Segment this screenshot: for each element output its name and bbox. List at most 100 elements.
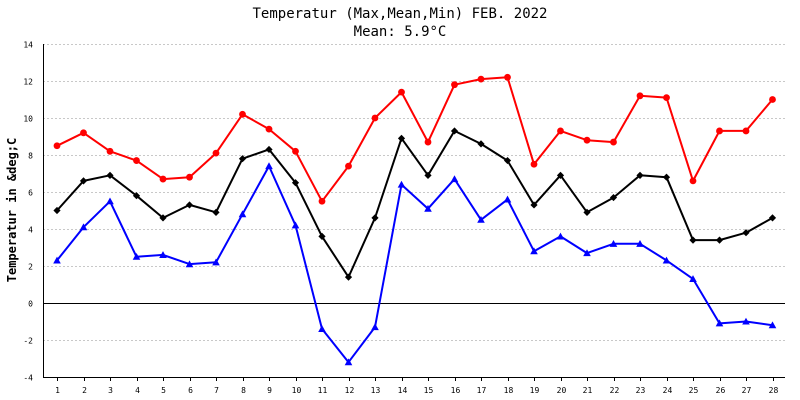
point-min: [742, 317, 750, 325]
series-mean: [53, 127, 777, 281]
x-tick-label: 8: [241, 386, 246, 395]
x-tick-label: 7: [214, 386, 219, 395]
chart-title: Temperatur (Max,Mean,Min) FEB. 2022: [252, 6, 547, 22]
series-line-mean: [56, 129, 773, 279]
y-tick-label: 2: [28, 263, 33, 272]
point-max: [106, 147, 114, 155]
point-mean: [132, 192, 141, 200]
point-min: [424, 204, 432, 212]
y-tick-label: 0: [28, 300, 33, 309]
x-tick-label: 12: [345, 386, 355, 395]
point-max: [716, 127, 723, 135]
series-min: [53, 162, 777, 366]
x-tick-label: 24: [663, 386, 673, 395]
y-tick-label: 6: [28, 189, 33, 198]
chart-subtitle: Mean: 5.9°C: [354, 24, 447, 40]
point-mean: [106, 171, 114, 179]
point-min: [238, 210, 247, 218]
point-min: [636, 240, 644, 247]
point-mean: [768, 214, 777, 222]
point-mean: [715, 236, 724, 244]
point-mean: [530, 201, 538, 209]
point-mean: [583, 208, 591, 216]
point-max: [769, 96, 776, 103]
point-min: [768, 321, 777, 329]
series-line-min: [56, 165, 773, 364]
grid-lines: [43, 44, 785, 341]
point-min: [265, 162, 273, 170]
point-min: [397, 180, 406, 188]
x-tick-label: 17: [477, 386, 487, 395]
point-mean: [185, 201, 194, 209]
x-tick-label: 10: [292, 386, 302, 395]
point-max: [689, 177, 697, 185]
point-min: [371, 323, 379, 331]
data-series: [53, 73, 777, 366]
point-max: [239, 110, 246, 118]
point-mean: [238, 155, 247, 163]
x-tick-label: 11: [318, 386, 328, 395]
point-max: [186, 173, 193, 181]
point-max: [371, 114, 379, 122]
point-mean: [450, 127, 459, 135]
x-tick-label: 22: [610, 386, 620, 395]
x-tick-label: 9: [267, 386, 272, 395]
point-min: [212, 258, 220, 266]
x-tick-label: 14: [398, 386, 408, 395]
point-max: [265, 125, 273, 133]
x-tick-label: 2: [82, 386, 87, 395]
x-tick-label: 26: [716, 386, 726, 395]
x-tick-label: 18: [504, 386, 514, 395]
point-max: [80, 129, 87, 137]
point-max: [636, 92, 644, 100]
x-tick-label: 20: [557, 386, 567, 395]
point-min: [530, 247, 538, 255]
x-tick-label: 21: [583, 386, 593, 395]
point-max: [53, 142, 61, 150]
x-tick-label: 5: [161, 386, 166, 395]
y-tick-label: 14: [23, 41, 33, 50]
y-tick-label: 8: [28, 152, 33, 161]
y-tick-label: 10: [23, 115, 33, 124]
point-max: [663, 94, 670, 102]
point-max: [583, 136, 591, 144]
point-max: [451, 81, 458, 89]
point-mean: [689, 236, 697, 244]
x-tick-label: 15: [424, 386, 434, 395]
x-tick-label: 4: [135, 386, 140, 395]
point-mean: [371, 214, 379, 222]
x-tick-label: 19: [530, 386, 540, 395]
point-max: [318, 197, 326, 205]
point-min: [291, 221, 300, 229]
point-min: [185, 260, 194, 268]
point-min: [318, 325, 326, 332]
point-min: [662, 256, 671, 264]
point-min: [609, 240, 618, 247]
point-mean: [53, 206, 61, 215]
point-mean: [477, 140, 485, 148]
point-mean: [424, 171, 432, 179]
point-mean: [556, 171, 565, 179]
point-mean: [212, 208, 220, 216]
y-tick-label: -2: [23, 337, 33, 346]
point-mean: [159, 214, 167, 222]
point-max: [610, 138, 617, 146]
point-mean: [742, 229, 750, 237]
x-tick-label: 27: [742, 386, 752, 395]
point-mean: [662, 173, 671, 181]
x-tick-label: 28: [769, 386, 779, 395]
axes: [43, 44, 785, 381]
point-min: [477, 215, 485, 223]
point-mean: [291, 179, 300, 187]
point-min: [715, 319, 724, 327]
y-axis-label: Temperatur in &deg;C: [5, 138, 19, 283]
point-max: [504, 73, 511, 81]
point-min: [450, 175, 459, 183]
point-mean: [265, 145, 273, 154]
point-mean: [344, 273, 353, 281]
x-tick-label: 23: [636, 386, 646, 395]
point-max: [477, 75, 485, 83]
point-max: [345, 162, 352, 170]
